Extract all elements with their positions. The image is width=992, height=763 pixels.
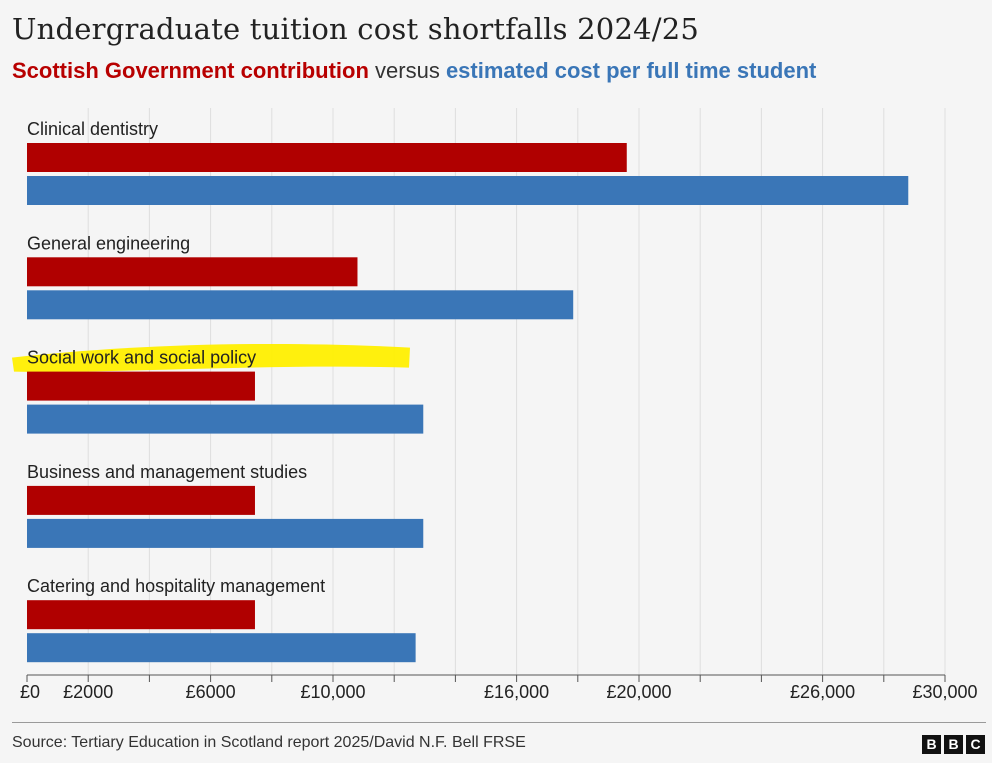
highlighter-mark [12,343,410,372]
highlight-layer [12,343,410,372]
x-tick-label: £16,000 [484,682,549,702]
x-tick-label: £20,000 [606,682,671,702]
subtitle-government-label: Scottish Government contribution [12,58,369,83]
category-label: Business and management studies [27,462,307,482]
x-tick-label: £26,000 [790,682,855,702]
category-label: Clinical dentistry [27,119,158,139]
bar-government-contribution [27,257,358,287]
x-tick-label: £10,000 [300,682,365,702]
bar-government-contribution [27,371,255,401]
subtitle-versus: versus [368,58,446,83]
x-tick-label: £6000 [186,682,236,702]
bar-government-contribution [27,143,627,172]
bar-government-contribution [27,600,255,630]
x-tick-label: £30,000 [912,682,977,702]
x-tick-label: £2000 [63,682,113,702]
x-axis: £0 £2000 £6000 £10,000 £16,000 £20,000 £26,000… [20,674,978,702]
logo-letter: C [966,735,985,754]
category-label: General engineering [27,233,190,253]
category-label: Social work and social policy [27,348,256,368]
logo-letter: B [944,735,963,754]
chart-title: Undergraduate tuition cost shortfalls 20… [12,12,700,46]
bar-chart: Clinical dentistry General engineering Soc… [12,108,978,702]
bar-estimated-cost [27,404,424,434]
bar-estimated-cost [27,176,909,205]
category-labels: Clinical dentistry General engineering Soc… [27,119,325,596]
bar-estimated-cost [27,518,424,548]
subtitle-cost-label: estimated cost per full time student [445,58,817,83]
footer-divider [12,722,986,723]
x-tick-label: £0 [20,682,40,702]
bar-estimated-cost [27,290,574,320]
source-note: Source: Tertiary Education in Scotland r… [12,734,526,751]
bbc-logo: B B C [922,735,985,754]
chart-subtitle: Scottish Government contribution versus … [12,58,816,84]
bars [27,143,909,663]
category-label: Catering and hospitality management [27,576,325,596]
bar-estimated-cost [27,633,416,663]
bar-government-contribution [27,485,255,515]
logo-letter: B [922,735,941,754]
